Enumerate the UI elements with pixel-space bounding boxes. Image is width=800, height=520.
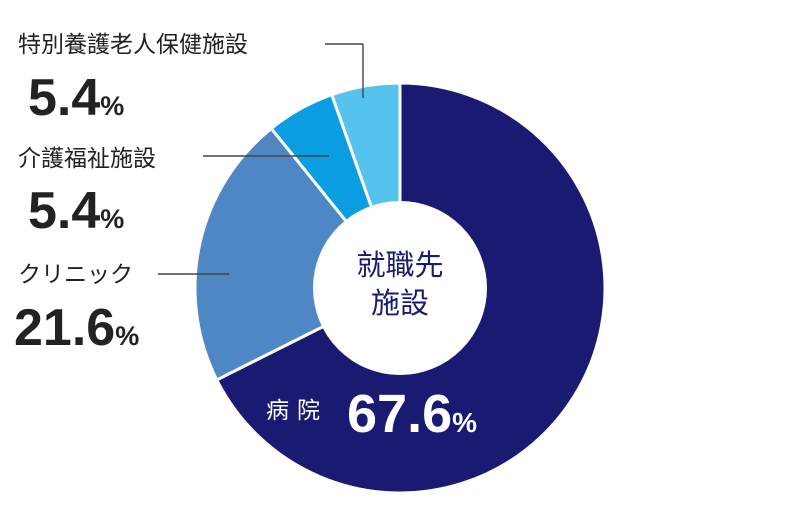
slice-value-clinic: 21.6% (14, 299, 139, 357)
slice-label-clinic: クリニック (18, 262, 133, 288)
center-label-line-2: 施設 (371, 286, 429, 320)
slice-label-special-nursing: 特別養護老人保健施設 (18, 32, 248, 58)
slice-label-care-welfare: 介護福祉施設 (18, 146, 156, 172)
center-label-line-1: 就職先 (356, 248, 443, 282)
center-hole (313, 201, 487, 375)
slice-label-hospital: 病院 (266, 398, 328, 424)
slice-value-care-welfare: 5.4% (28, 182, 124, 240)
slice-value-hospital: 67.6% (347, 384, 477, 444)
slice-clinic (193, 126, 403, 382)
slice-value-special-nursing: 5.4% (28, 69, 124, 127)
